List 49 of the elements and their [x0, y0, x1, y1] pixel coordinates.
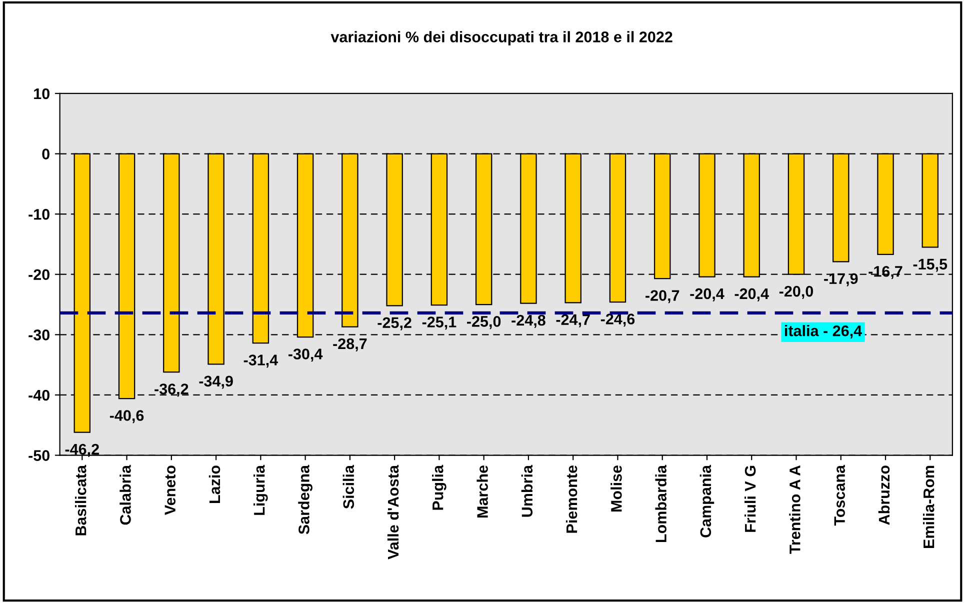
y-tick-label: 10: [34, 88, 50, 100]
data-label: -30,4: [288, 348, 323, 362]
y-tick-label: -20: [28, 269, 50, 280]
data-label: -20,4: [734, 288, 769, 302]
x-tick-label: Piemonte: [566, 466, 578, 533]
data-label: -15,5: [913, 258, 948, 272]
y-tick-label: -10: [28, 208, 50, 220]
data-label: -25,0: [467, 316, 501, 330]
y-tick-label: -30: [28, 330, 50, 340]
x-tick-label: Puglia: [432, 464, 446, 510]
x-tick-label: Molise: [610, 466, 622, 512]
y-tick-label: -50: [28, 450, 50, 461]
data-label: -25,2: [378, 317, 412, 330]
x-tick-label: Marche: [476, 466, 488, 518]
data-label: -20,7: [646, 290, 680, 304]
x-tick-label: Sicilia: [342, 464, 354, 509]
x-tick-label: Friuli V G: [744, 466, 756, 532]
x-tick-label: Campania: [700, 464, 714, 538]
y-tick-label: -40: [28, 390, 50, 401]
x-tick-label: Valle d'Aosta: [387, 464, 399, 560]
data-label: -16,7: [868, 266, 902, 280]
data-label: -25,1: [422, 316, 456, 330]
chart-title: variazioni % dei disoccupati tra il 2018 e il 2022: [330, 31, 672, 46]
x-tick-label: Sardegna: [298, 464, 312, 534]
ref-line-label: italia - 26,4: [785, 325, 862, 338]
x-tick-label: Basilicata: [75, 464, 86, 536]
x-tick-label: Abruzzo: [878, 466, 890, 525]
x-tick-label: Toscana: [834, 464, 845, 526]
data-label: -46,2: [65, 444, 99, 457]
x-tick-label: Lombardia: [655, 464, 666, 542]
x-tick-label: Liguria: [254, 464, 268, 515]
x-tick-label: Trentino A A: [789, 465, 800, 554]
x-tick-label: Lazio: [208, 466, 220, 504]
x-tick-label: Veneto: [164, 466, 176, 515]
data-label: -20,0: [779, 286, 814, 299]
data-label: -17,9: [824, 273, 858, 286]
data-label: -24,6: [600, 314, 635, 327]
data-label: -36,2: [154, 384, 188, 397]
data-label: -34,9: [199, 376, 233, 389]
x-tick-label: Umbria: [521, 464, 533, 517]
data-label: -31,4: [244, 354, 278, 368]
data-label: -20,4: [690, 288, 724, 302]
x-tick-label: Emilia-Rom: [923, 466, 934, 548]
y-tick-label: 0: [42, 148, 50, 160]
data-label: -28,7: [333, 338, 367, 352]
data-label: -24,8: [512, 314, 546, 328]
x-tick-label: Calabria: [120, 464, 131, 525]
data-label: -24,7: [556, 314, 590, 328]
data-label: -40,6: [110, 410, 144, 424]
